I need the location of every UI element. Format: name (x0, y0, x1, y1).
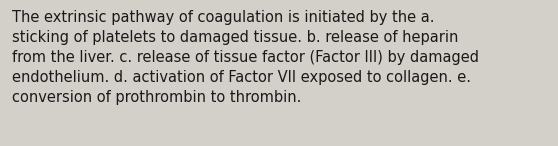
Text: The extrinsic pathway of coagulation is initiated by the a.
sticking of platelet: The extrinsic pathway of coagulation is … (12, 10, 479, 105)
